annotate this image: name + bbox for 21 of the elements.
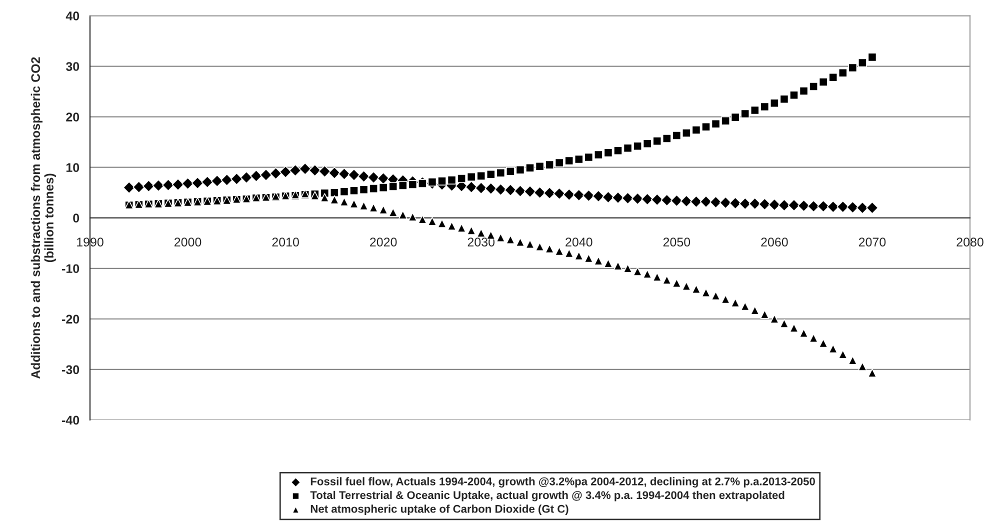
legend-label: Total Terrestrial & Oceanic Uptake, actual growth @ 3.4% p.a. 1994-2004 then extrapolated [310, 490, 784, 502]
y-tick-label: 20 [66, 112, 80, 122]
y-tick-label: -30 [62, 365, 80, 374]
y-tick-label: 10 [66, 163, 80, 172]
x-tick-label: 2040 [566, 238, 592, 246]
y-tick-label: 40 [66, 12, 80, 20]
legend-label: Fossil fuel flow, Actuals 1994-2004, growth @3.2%pa 2004-2012, declining at 2.7% p.a.2013-2050 [310, 477, 815, 488]
x-tick-label: 2050 [663, 238, 690, 246]
y-tick-label: 0 [73, 214, 80, 223]
x-tick-label: 2020 [370, 238, 397, 246]
x-tick-label: 2000 [174, 238, 202, 246]
y-tick-label: -40 [62, 416, 80, 425]
y-tick-label: -20 [62, 314, 80, 324]
y-axis-title: Additions to and substractions from atmospheric CO2 (billion tonnes) [30, 57, 56, 379]
y-tick-label: 30 [66, 62, 80, 71]
x-tick-label: 2080 [956, 238, 984, 246]
legend-label: Net atmospheric uptake of Carbon Dioxide (Gt C) [310, 504, 568, 515]
x-tick-label: 2060 [761, 238, 788, 246]
x-tick-label: 2010 [272, 238, 299, 246]
y-tick-label: -10 [62, 264, 80, 274]
x-tick-label: 2070 [858, 238, 886, 246]
